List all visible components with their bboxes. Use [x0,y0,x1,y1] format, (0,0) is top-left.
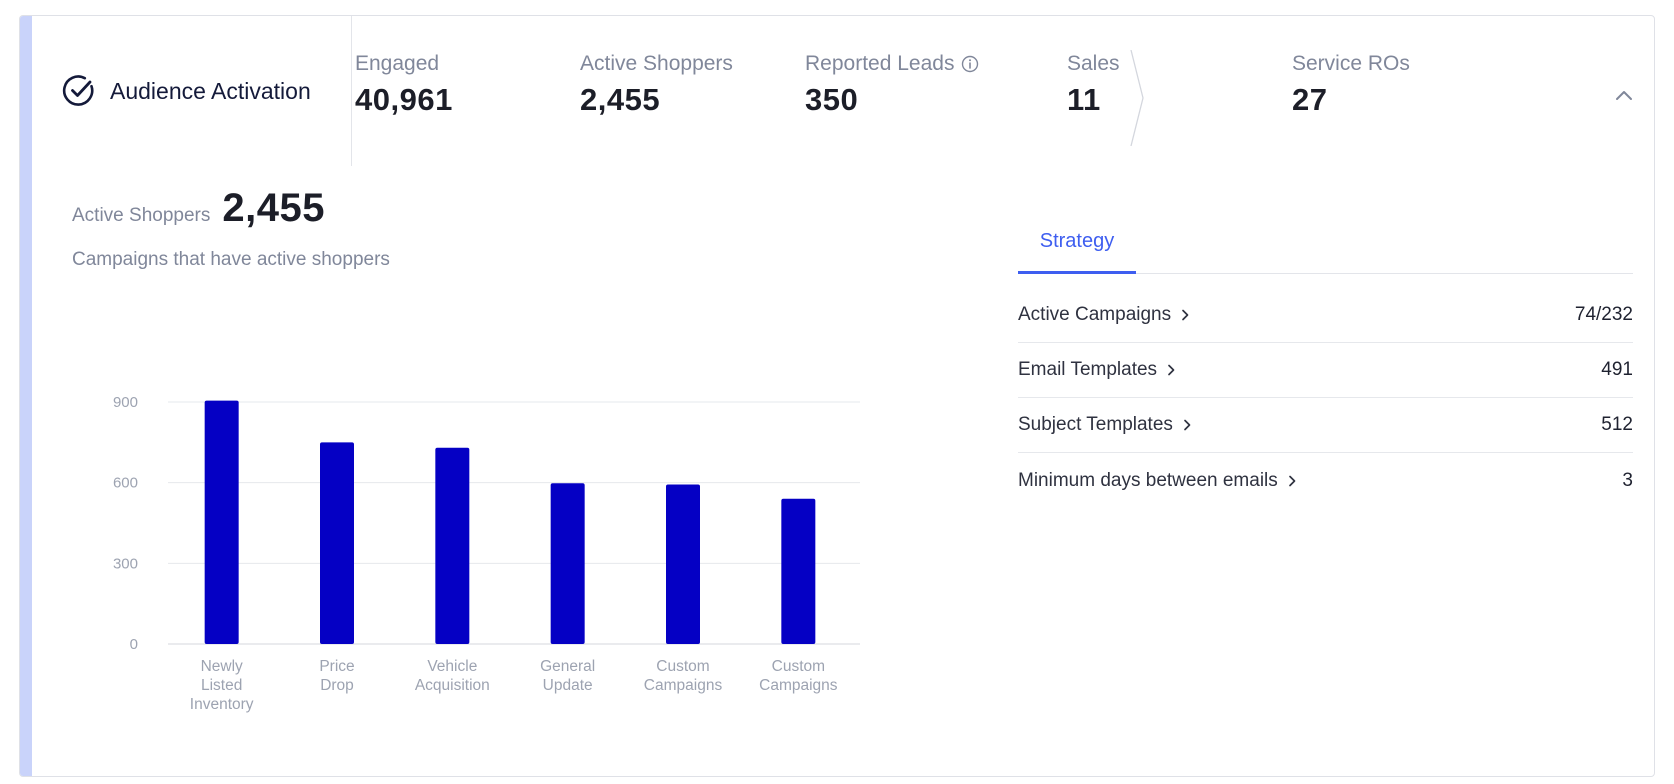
card-accent-bar [20,16,32,776]
metric-value: 11 [1067,82,1101,117]
funnel-chevron-divider [1130,50,1144,146]
subject-templates-link[interactable]: Subject Templates [1018,414,1194,436]
active-shoppers-panel: Active Shoppers 2,455 Campaigns that hav… [72,186,952,271]
metric-value: 350 [805,82,859,117]
bar [550,483,585,644]
bar [204,400,239,644]
y-tick-label: 0 [130,636,138,653]
row-label: Email Templates [1018,359,1158,380]
strategy-tabs: Strategy [1018,214,1633,274]
metric-active-shoppers: Active Shoppers 2,455 [580,52,733,118]
metric-reported-leads: Reported Leads 350 [805,52,979,118]
row-value: 74/232 [1574,304,1633,325]
y-tick-label: 300 [113,555,138,572]
bar [781,498,816,644]
summary-subtitle: Campaigns that have active shoppers [72,249,390,270]
y-tick-label: 900 [113,396,138,411]
strategy-row-email-templates: Email Templates 491 [1018,343,1633,398]
metric-label: Active Shoppers [580,52,733,75]
strategy-row-subject-templates: Subject Templates 512 [1018,398,1633,453]
x-tick-label: Newly Listed Inventory [190,658,254,713]
y-tick-label: 600 [113,475,138,492]
tab-strategy[interactable]: Strategy [1018,214,1136,274]
chevron-up-icon[interactable] [1612,84,1636,108]
card-header: Audience Activation Engaged 40,961 Activ… [32,16,1654,166]
audience-activation-card: Audience Activation Engaged 40,961 Activ… [19,15,1655,777]
bar [320,442,354,644]
info-icon[interactable] [961,55,979,73]
chevron-right-icon [1168,364,1175,376]
metric-value: 27 [1292,82,1328,117]
metric-value: 2,455 [580,82,661,117]
chevron-right-icon [1288,475,1296,486]
strategy-row-active-campaigns: Active Campaigns 74/232 [1018,288,1633,343]
active-campaigns-link[interactable]: Active Campaigns [1018,304,1192,326]
strategy-list: Active Campaigns 74/232 Email Templates … [1018,288,1633,508]
email-templates-link[interactable]: Email Templates [1018,359,1178,381]
row-label: Minimum days between emails [1018,469,1278,491]
chevron-right-icon [1184,419,1191,431]
x-tick-label: Custom Campaigns [759,658,838,694]
metric-engaged: Engaged 40,961 [355,52,453,118]
metric-label-row: Reported Leads [805,52,979,76]
metric-label: Sales [1067,52,1120,75]
summary-value: 2,455 [222,186,325,230]
strategy-panel: Strategy Active Campaigns 74/232 Email T… [1018,214,1633,508]
summary-row: Active Shoppers 2,455 [72,186,952,231]
metric-service-ros: Service ROs 27 [1292,52,1410,118]
campaign-bar-chart: 0 300 600 900 Newly Listed Inventory Price Drop V… [113,396,860,713]
x-tick-label: Vehicle Acquisition [415,658,490,694]
bar [435,447,470,644]
summary-label: Active Shoppers [72,205,211,226]
check-circle-icon [62,75,94,106]
metric-sales: Sales 11 [1067,52,1120,118]
metric-label: Service ROs [1292,52,1410,75]
row-value: 512 [1601,414,1633,435]
x-tick-label: Custom Campaigns [644,658,723,694]
row-label: Subject Templates [1018,414,1173,435]
minimum-days-link[interactable]: Minimum days between emails [1018,470,1299,492]
bar [666,484,700,644]
chevron-right-icon [1182,309,1189,321]
page-title: Audience Activation [110,77,311,104]
metric-label: Engaged [355,52,440,75]
strategy-row-minimum-days: Minimum days between emails 3 [1018,453,1633,508]
row-value: 3 [1622,469,1633,491]
x-tick-label: General Update [540,658,595,694]
metric-label: Reported Leads [805,52,955,75]
header-title-cell: Audience Activation [32,16,352,166]
row-value: 491 [1601,359,1633,380]
row-label: Active Campaigns [1018,304,1172,325]
x-tick-label: Price Drop [319,658,354,694]
metric-value: 40,961 [355,82,453,117]
